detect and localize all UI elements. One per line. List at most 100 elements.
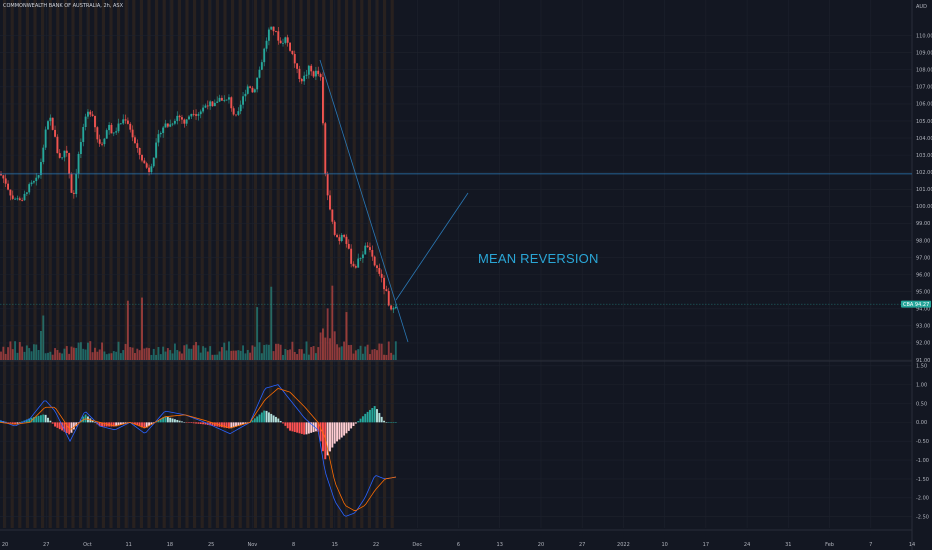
macd-histogram-bar [319, 422, 322, 442]
volume-bar [206, 351, 209, 360]
volume-bar [65, 346, 68, 360]
candle [213, 102, 216, 107]
candle [211, 101, 214, 107]
volume-bar [204, 347, 207, 360]
volume-bar [383, 354, 385, 360]
macd-histogram-bar [131, 422, 134, 424]
volume-bar [101, 342, 103, 360]
volume-bar [293, 351, 296, 360]
macd-histogram-bar [190, 422, 193, 424]
session-band [223, 0, 227, 528]
candle [230, 97, 233, 109]
candle [89, 111, 92, 115]
volume-bar [218, 351, 221, 360]
volume-bar [263, 345, 266, 360]
volume-bar [286, 350, 289, 360]
candle [49, 117, 52, 122]
volume-bar [143, 348, 146, 360]
price-tick-label: 96.00 [916, 272, 930, 278]
volume-bar [352, 353, 355, 360]
macd-histogram-bar [314, 422, 317, 432]
volume-bar [68, 353, 71, 360]
macd-histogram-bar [4, 421, 7, 423]
macd-histogram-bar [16, 422, 19, 424]
volume-bar [354, 350, 357, 360]
volume-bar [300, 349, 303, 360]
candle [333, 221, 336, 235]
macd-histogram-bar [63, 422, 66, 432]
macd-histogram-bar [284, 422, 287, 426]
macd-histogram-bar [260, 412, 263, 423]
candle [152, 157, 155, 167]
macd-histogram-bar [84, 414, 87, 423]
session-band [246, 0, 250, 528]
candle [350, 248, 353, 264]
volume-bar [152, 348, 155, 360]
volume-bar [390, 352, 393, 360]
volume-bar [298, 348, 301, 360]
volume-bar [183, 345, 186, 360]
session-band [314, 0, 318, 528]
macd-histogram-bar [331, 422, 334, 448]
macd-histogram-bar [9, 422, 12, 424]
candle [87, 111, 89, 117]
macd-histogram-bar [159, 418, 162, 423]
volume-bar [394, 341, 397, 360]
candle [319, 74, 322, 78]
candle [169, 124, 172, 127]
session-band [48, 0, 52, 528]
macd-histogram-bar [70, 422, 73, 433]
volume-bar [202, 346, 205, 360]
macd-histogram-bar [275, 416, 277, 423]
candle [23, 193, 26, 201]
volume-bar [378, 343, 381, 360]
candle [96, 127, 99, 140]
time-tick-label: 14 [909, 542, 915, 548]
session-band [208, 0, 212, 528]
candle [190, 113, 193, 117]
volume-bar [70, 346, 73, 360]
time-tick-label: 20 [2, 542, 8, 548]
macd-histogram-bar [310, 422, 313, 433]
candle [138, 147, 141, 155]
volume-bar [108, 353, 111, 360]
drawing-tools[interactable] [0, 59, 912, 343]
volume-bar [162, 346, 165, 360]
macd-histogram-bar [7, 422, 9, 423]
candle [340, 234, 343, 242]
candle [141, 154, 143, 161]
candle [30, 182, 33, 185]
volume-bar [190, 348, 193, 360]
volume-bar [284, 348, 287, 360]
macd-histogram-bar [188, 422, 190, 423]
macd-histogram-bar [211, 422, 214, 426]
candle [347, 243, 350, 249]
volume-bar [110, 353, 113, 360]
macd-histogram-bar [387, 422, 390, 423]
time-tick-label: 15 [332, 542, 338, 548]
volume-bar [2, 346, 5, 360]
candle [75, 173, 78, 194]
macd-histogram-bar [279, 420, 282, 423]
mean-reversion-annotation[interactable]: MEAN REVERSION [478, 251, 599, 266]
candle [47, 121, 49, 130]
candle [223, 100, 226, 101]
volume-bar [235, 350, 237, 360]
macd-histogram-bar [361, 416, 364, 423]
macd-tick-label: 1.50 [916, 364, 927, 370]
macd-histogram-bar [329, 422, 331, 452]
volume-bar [357, 349, 360, 360]
volume-bar [312, 346, 315, 360]
macd-histogram-bar [239, 422, 242, 426]
candle [249, 86, 252, 88]
macd-histogram-bar [162, 417, 165, 423]
macd-histogram-bar [183, 422, 186, 423]
macd-histogram-bar [373, 406, 376, 423]
macd-histogram-bar [277, 418, 280, 423]
volume-bar [126, 300, 129, 360]
price-tick-label: 106.00 [916, 102, 932, 108]
macd-histogram-bar [35, 416, 38, 423]
time-tick-label: 6 [457, 542, 460, 548]
macd-histogram-bar [357, 421, 360, 423]
